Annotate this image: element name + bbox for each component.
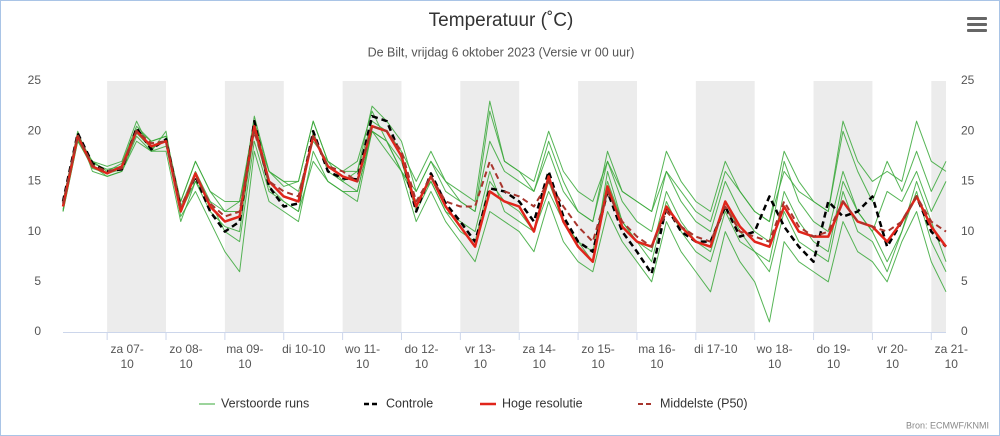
y-tick-label: 5 xyxy=(34,274,41,288)
series-line xyxy=(62,100,947,223)
x-tick-label: za 07-10 xyxy=(110,342,144,371)
x-tick-label: ma 09-10 xyxy=(226,342,264,371)
legend-label: Verstoorde runs xyxy=(221,396,309,410)
y2-tick-label: 0 xyxy=(961,324,968,338)
chart-subtitle: De Bilt, vrijdag 6 oktober 2023 (Versie … xyxy=(368,45,635,59)
y2-tick-label: 25 xyxy=(961,73,975,87)
series-line xyxy=(62,130,947,273)
x-tick-label: di 10-10 xyxy=(282,342,326,356)
x-tick-label: do 12-10 xyxy=(404,342,439,371)
y-tick-label: 25 xyxy=(28,73,42,87)
legend-label: Controle xyxy=(386,396,433,410)
credit: Bron: ECMWF/KNMI xyxy=(906,420,989,430)
x-tick-label: zo 15-10 xyxy=(581,342,615,371)
x-tick-label: zo 08-10 xyxy=(169,342,203,371)
chart-title: Temperatuur (˚C) xyxy=(429,10,574,31)
x-tick-label: do 19-10 xyxy=(816,342,851,371)
series-line xyxy=(62,130,947,323)
day-band xyxy=(578,81,637,332)
y-tick-label: 15 xyxy=(28,174,42,188)
series-line xyxy=(62,125,947,248)
y2-tick-label: 5 xyxy=(961,274,968,288)
x-tick-label: wo 18-10 xyxy=(756,342,793,371)
legend-label: Middelste (P50) xyxy=(660,396,748,410)
day-band xyxy=(107,81,167,332)
x-tick-label: vr 20-10 xyxy=(877,342,908,371)
x-tick-label: wo 11-10 xyxy=(345,342,381,371)
x-tick-label: ma 16-10 xyxy=(638,342,676,371)
series-line xyxy=(61,124,948,263)
x-tick-label: vr 13-10 xyxy=(465,342,496,371)
y2-tick-label: 15 xyxy=(961,174,975,188)
y-tick-label: 10 xyxy=(28,224,42,238)
day-band xyxy=(342,81,402,332)
legend-label: Hoge resolutie xyxy=(502,396,583,410)
y2-tick-label: 20 xyxy=(961,123,975,137)
y2-tick-label: 10 xyxy=(961,224,975,238)
y-tick-label: 0 xyxy=(34,324,41,338)
y-tick-label: 20 xyxy=(28,123,42,137)
x-tick-label: za 21-10 xyxy=(934,342,968,371)
x-tick-label: za 14-10 xyxy=(522,342,556,371)
menu-button[interactable] xyxy=(967,17,987,33)
x-tick-label: di 17-10 xyxy=(694,342,738,356)
